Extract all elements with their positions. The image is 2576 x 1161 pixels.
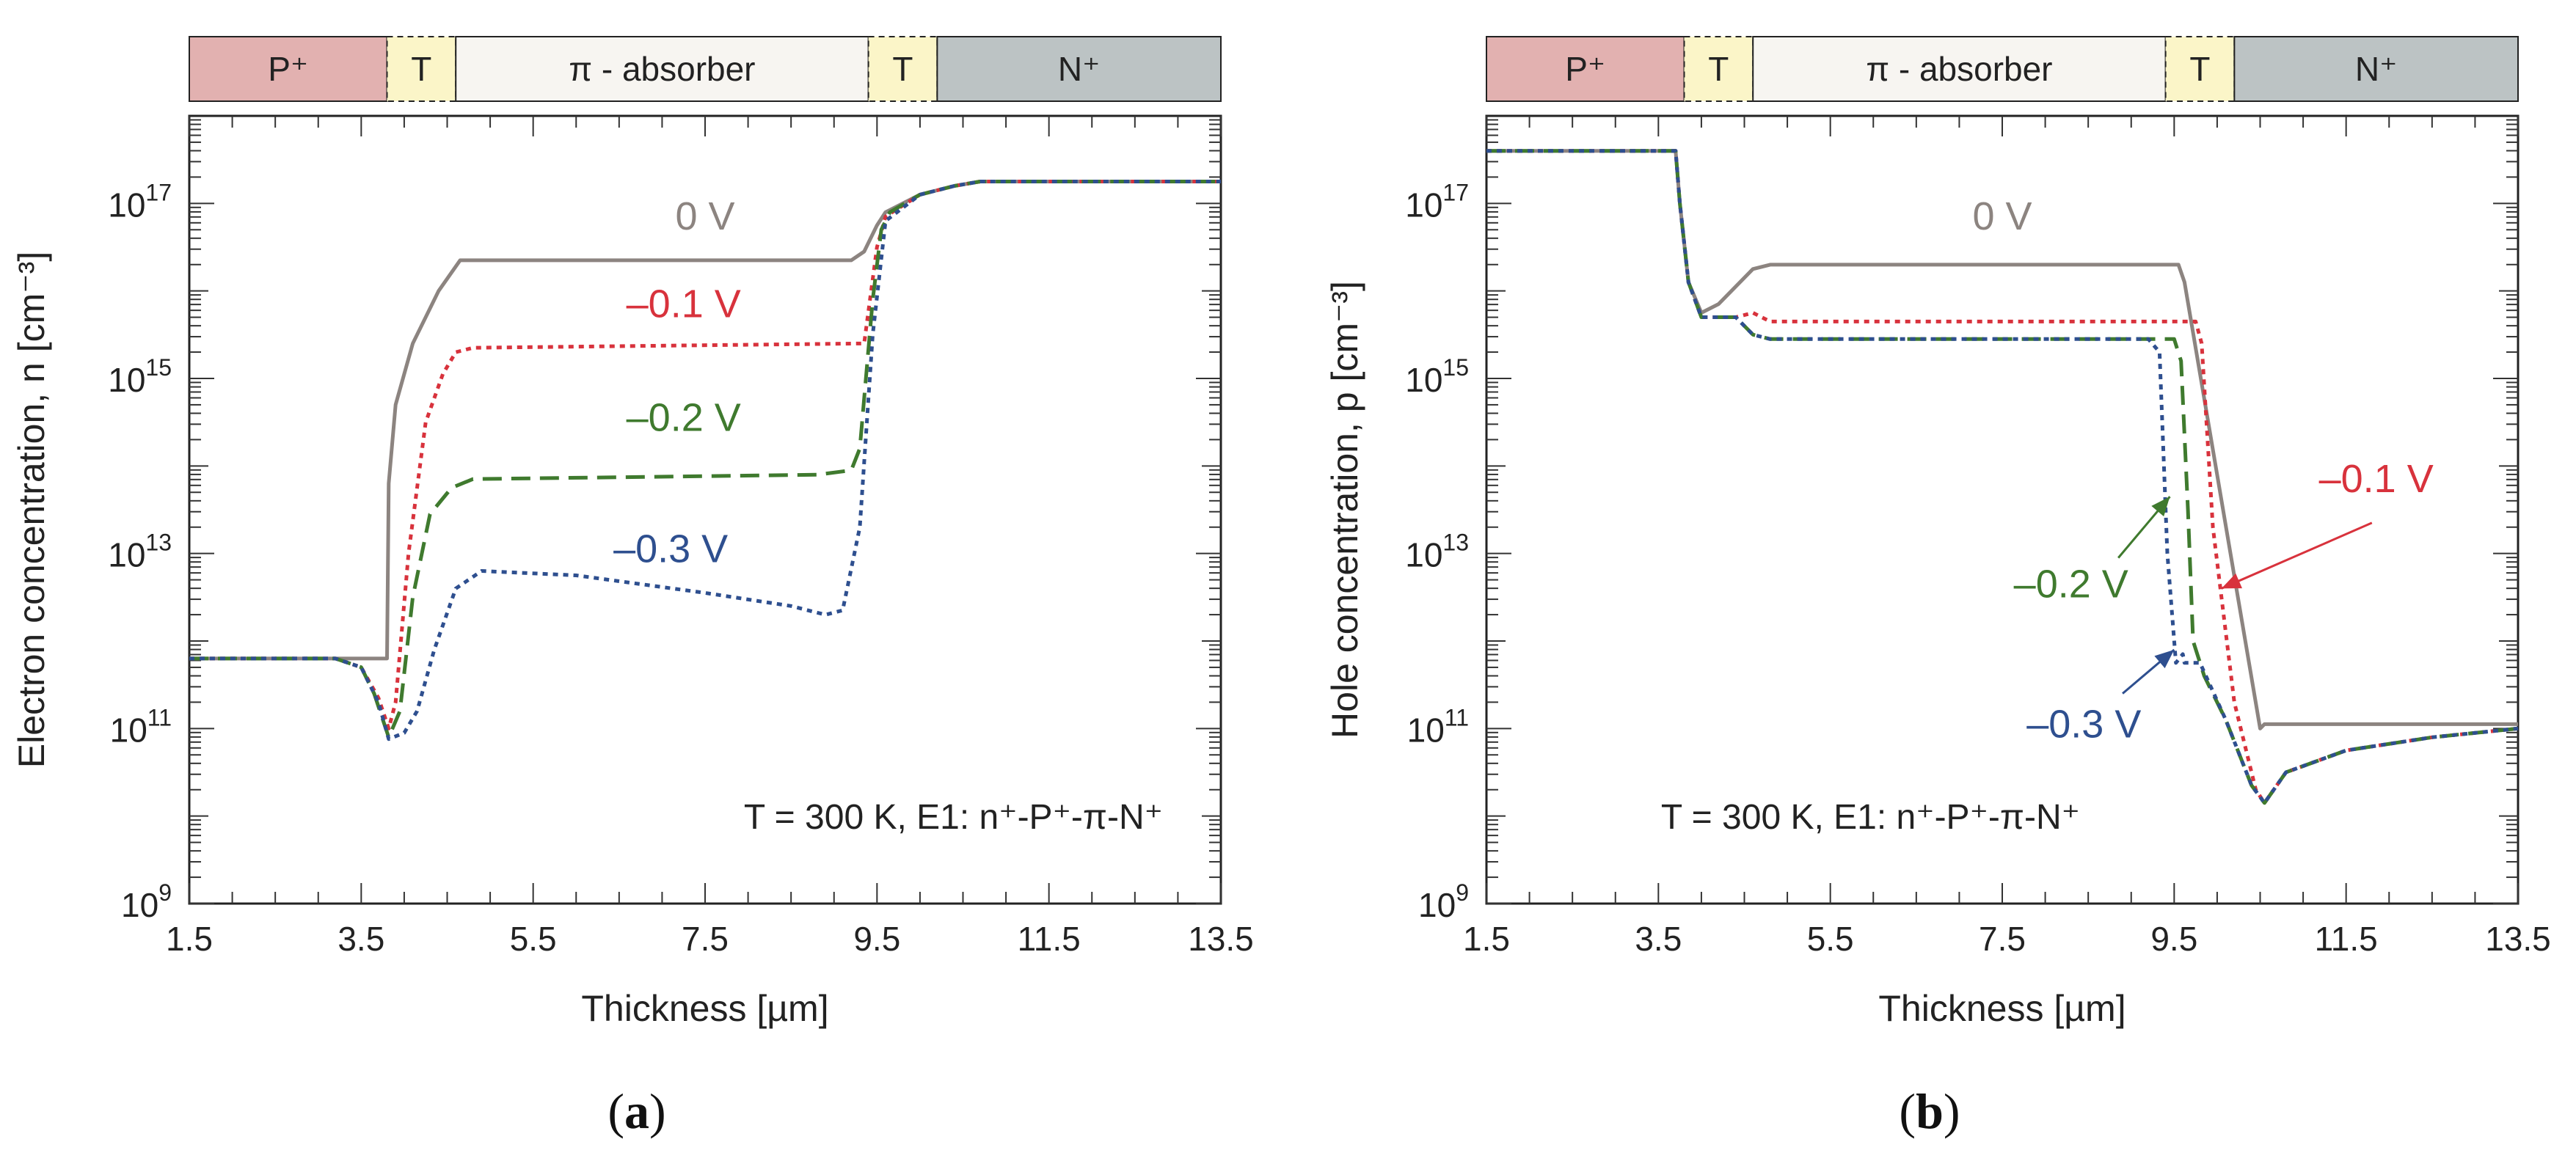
x-tick-label: 9.5 [853,920,900,958]
panel-letter: (a) [607,1083,665,1139]
series-label: –0.1 V [2319,457,2434,501]
x-tick-label: 7.5 [1979,920,2026,958]
layer-band [2233,36,2520,102]
y-axis-label: Electron concentration, n [cm⁻³] [11,252,52,768]
layer-band-label: N⁺ [1058,50,1101,88]
y-tick-label: 1017 [1405,179,1469,224]
y-tick-label: 1011 [110,704,172,749]
layer-band [2164,36,2236,102]
x-tick-label: 1.5 [1463,920,1510,958]
layer-band [189,36,388,102]
series-line-3 [1486,149,2519,805]
y-minor-ticks [189,119,1221,904]
series-line-1 [1486,149,2519,805]
x-tick-label: 11.5 [1018,920,1081,958]
layer-band [1683,36,1754,102]
y-tick-label: 1011 [1407,704,1469,749]
annotation-arrow [2117,496,2171,559]
series-label: 0 V [1972,194,2032,238]
layer-band [1486,36,1685,102]
x-tick-label: 5.5 [510,920,557,958]
layer-band [386,36,457,102]
x-tick-label: 3.5 [337,920,384,958]
x-tick-label: 9.5 [2150,920,2197,958]
layer-band-label: P⁺ [1565,50,1605,88]
layer-band [867,36,938,102]
y-axis-label: Hole concentration, p [cm⁻³] [1324,281,1365,739]
x-tick-label: 1.5 [166,920,213,958]
x-axis-label: Thickness [µm] [581,988,828,1029]
y-tick-label: 109 [1418,879,1469,924]
y-tick-label: 109 [121,879,172,924]
layer-band [936,36,1222,102]
series-line-2 [189,180,1221,739]
layer-band-label: T [2189,50,2210,88]
panel-letter: (b) [1899,1083,1960,1139]
x-tick-label: 13.5 [1188,920,1254,958]
y-tick-label: 1015 [1405,354,1469,399]
y-tick-label: 1013 [1405,530,1469,574]
layer-band-label: π - absorber [1866,50,2052,88]
annotation-arrow [2221,521,2373,590]
x-tick-label: 11.5 [2315,920,2378,958]
y-tick-label: 1013 [108,530,172,574]
y-minor-ticks [1486,119,2518,904]
series-label: –0.1 V [627,282,741,326]
x-ticks: 1.5 3.5 5.5 7.5 9.5 11.5 13.5 [166,116,1254,958]
x-axis-label: Thickness [µm] [1878,988,2126,1029]
temperature-note: T = 300 K, E1: n⁺-P⁺-π-N⁺ [1661,798,2080,837]
y-tick-label: 1017 [108,179,172,224]
temperature-note: T = 300 K, E1: n⁺-P⁺-π-N⁺ [744,798,1163,837]
x-ticks: 1.5 3.5 5.5 7.5 9.5 11.5 13.5 [1463,116,2551,958]
x-tick-label: 13.5 [2485,920,2551,958]
x-tick-label: 5.5 [1807,920,1854,958]
layer-band [455,36,869,102]
layer-band-label: P⁺ [268,50,308,88]
layer-band-label: T [892,50,913,88]
x-tick-label: 7.5 [682,920,729,958]
series-line-3 [189,180,1221,741]
layer-band-label: N⁺ [2355,50,2398,88]
series-label: –0.3 V [2026,702,2141,746]
layer-band-label: π - absorber [569,50,755,88]
series-line-1 [189,180,1221,730]
y-tick-label: 1015 [108,354,172,399]
series-label: 0 V [675,194,734,238]
x-tick-label: 3.5 [1635,920,1682,958]
layer-band-label: T [411,50,431,88]
series-label: –0.3 V [613,527,728,571]
series-line-2 [1486,149,2519,805]
series-label: –0.2 V [2014,562,2128,606]
series-label: –0.2 V [627,396,741,440]
layer-band-label: T [1708,50,1729,88]
annotation-arrow [2122,648,2175,695]
